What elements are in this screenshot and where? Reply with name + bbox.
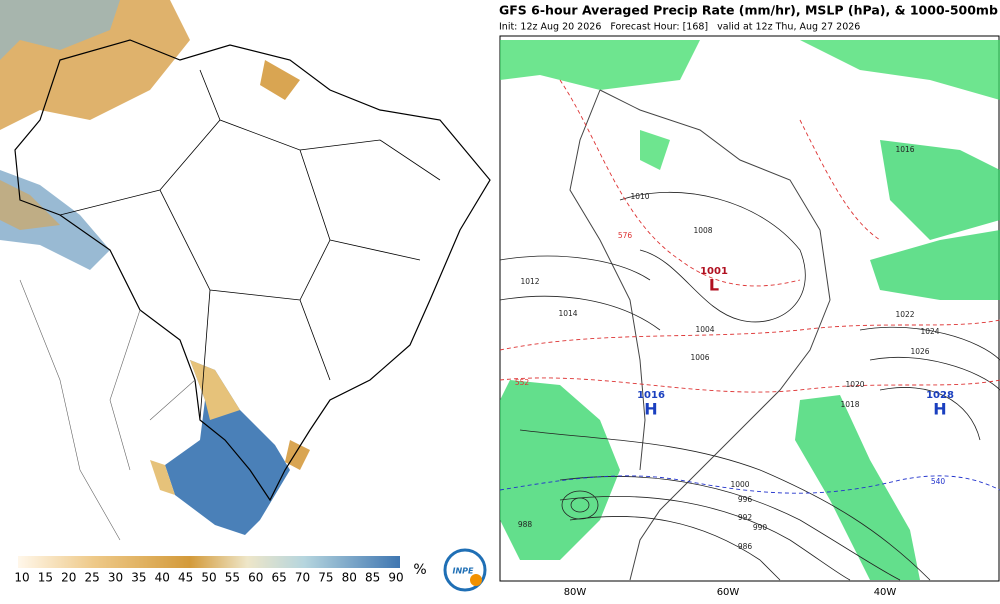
colorbar-tick-label: 65	[271, 571, 286, 585]
colorbar-tick-label: 85	[365, 571, 380, 585]
precip-area	[500, 140, 1000, 580]
colorbar-tick-label: 15	[38, 571, 53, 585]
colorbar-tick-label: 55	[225, 571, 240, 585]
colorbar-tick-label: 25	[84, 571, 99, 585]
left-map: 10 15 20 25 30 35 40 45 50 55 60 65 70 75 80 85 90 % INP…	[0, 0, 491, 592]
logo-text: INPE	[453, 567, 475, 576]
contour-label: 1000	[730, 480, 749, 489]
pressure-center-value: 1001	[700, 266, 728, 277]
colorbar-tick-label: 20	[61, 571, 76, 585]
logo-dot	[470, 574, 482, 586]
country-outline	[14, 39, 491, 502]
colorbar-tick-label: 35	[131, 571, 146, 585]
colorbar-tick-label: 90	[388, 571, 403, 585]
humidity-patch	[0, 180, 60, 230]
neighbor-borders	[19, 279, 196, 541]
logo-ring	[443, 548, 487, 592]
contour-label: 992	[738, 513, 753, 522]
humidity-patch	[165, 360, 290, 535]
contour-label: 1024	[920, 327, 939, 336]
contour-label: 1016	[895, 145, 914, 154]
contour-label: 990	[753, 523, 768, 532]
contour-label: 988	[518, 520, 533, 529]
colorbar-tick-label: 45	[178, 571, 193, 585]
colorbar-tick-label: 40	[155, 571, 170, 585]
contour-label: 540	[931, 477, 946, 486]
colorbar	[18, 556, 400, 568]
colorbar-tick-label: 75	[318, 571, 333, 585]
contour-label: 552	[515, 378, 530, 387]
thickness-lines	[499, 79, 1000, 393]
contour-label: 1018	[840, 400, 859, 409]
precip-area	[500, 40, 1000, 170]
contour-label: 576	[618, 231, 633, 240]
contour-label: 1010	[630, 192, 649, 201]
contour-label: 1022	[895, 310, 914, 319]
right-map: GFS 6-hour Averaged Precip Rate (mm/hr),…	[499, 3, 1000, 598]
map-title: GFS 6-hour Averaged Precip Rate (mm/hr),…	[499, 3, 1000, 18]
colorbar-tick-label: 10	[14, 571, 29, 585]
pressure-center-letter: H	[933, 400, 946, 419]
humidity-patch	[0, 0, 120, 60]
colorbar-tick-label: 80	[342, 571, 357, 585]
pressure-center-letter: L	[709, 276, 719, 295]
contour-label: 1026	[910, 347, 929, 356]
contour-label: 1012	[520, 277, 539, 286]
pressure-center-value: 1016	[637, 390, 665, 401]
colorbar-tick-label: 70	[295, 571, 310, 585]
contour-label: 1004	[695, 325, 714, 334]
isobars	[499, 191, 1000, 581]
contour-label: 986	[738, 542, 753, 551]
contour-label: 996	[738, 495, 753, 504]
contour-label: 1014	[558, 309, 577, 318]
contour-label: 1008	[693, 226, 712, 235]
pressure-center-letter: H	[644, 400, 657, 419]
pressure-center-value: 1028	[926, 390, 954, 401]
colorbar-unit: %	[413, 562, 426, 578]
contour-label: 1006	[690, 353, 709, 362]
colorbar-tick-label: 50	[201, 571, 216, 585]
colorbar-tick-label: 60	[248, 571, 263, 585]
colorbar-tick-label: 30	[108, 571, 123, 585]
x-axis-label: 80W	[564, 587, 587, 598]
x-axis-label: 60W	[717, 587, 740, 598]
contour-label: 1020	[845, 380, 864, 389]
x-axis-label: 40W	[874, 587, 897, 598]
map-subtitle: Init: 12z Aug 20 2026 Forecast Hour: [16…	[499, 22, 860, 33]
thickness-lines	[499, 475, 1000, 494]
state-borders	[59, 69, 441, 421]
humidity-patch	[150, 360, 240, 495]
